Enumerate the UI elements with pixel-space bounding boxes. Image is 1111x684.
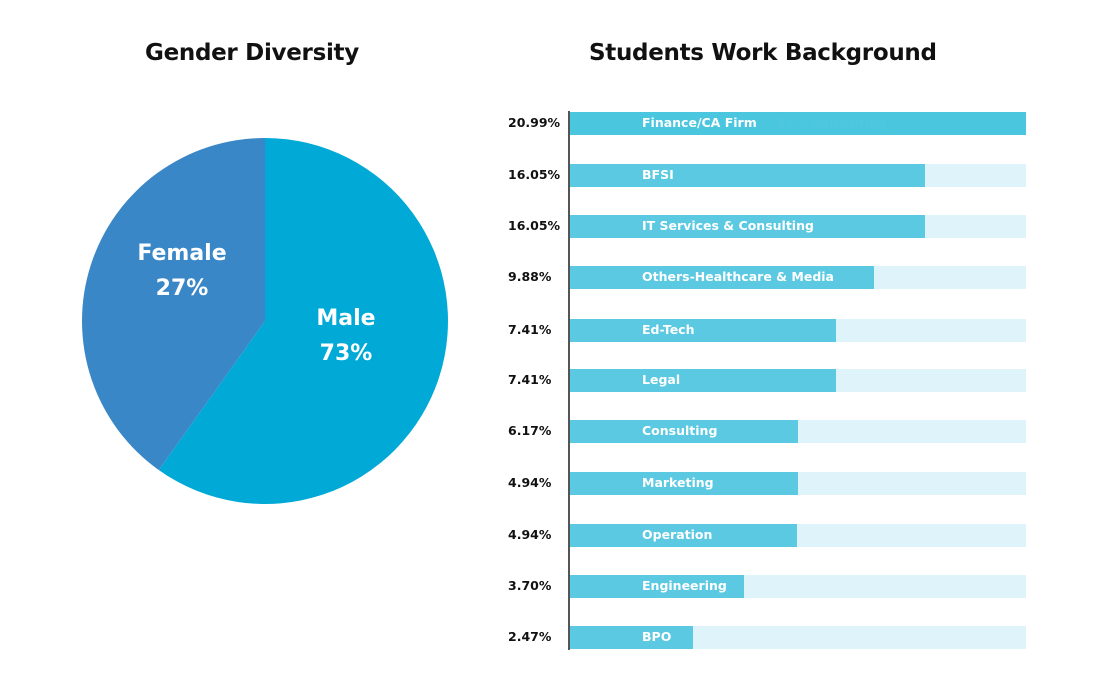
- bar-category-label: Ed-Tech: [642, 322, 695, 337]
- pie-label-female: Female 27%: [102, 236, 262, 306]
- bar-row: 2.47% BPO: [508, 626, 1026, 649]
- bar-category-label: Consulting: [642, 423, 718, 438]
- male-value: 73%: [319, 341, 373, 366]
- bar-category-label: Others-Healthcare & Media: [642, 269, 834, 284]
- bar-category-label: Legal: [642, 372, 681, 387]
- bar-category-label: Finance/CA Firm: [642, 115, 757, 130]
- female-value: 27%: [155, 276, 209, 301]
- bar-row: 7.41% Legal: [508, 369, 1026, 392]
- bar-category-label: BFSI: [642, 167, 674, 182]
- bar-value-label: 4.94%: [508, 527, 552, 542]
- bar-value-label: 3.70%: [508, 578, 552, 593]
- bar: [569, 266, 874, 289]
- bar-value-label: 16.05%: [508, 218, 561, 233]
- bar-row: 20.99% Finance/CA Firm 91% Consulting: [508, 112, 1026, 135]
- pie-label-male: Male 73%: [266, 301, 426, 371]
- bar: [569, 164, 926, 187]
- bar-chart-axis: [568, 111, 570, 650]
- pie-slice-female: [81, 138, 266, 470]
- bar-row: 4.94% Operation: [508, 524, 1026, 547]
- bar-value-label: 4.94%: [508, 475, 552, 490]
- bar-row: 16.05% IT Services & Consulting: [508, 215, 1026, 238]
- bar: [569, 369, 836, 392]
- bar-row: 9.88% Others-Healthcare & Media: [508, 266, 1026, 289]
- bar-value-label: 6.17%: [508, 423, 552, 438]
- bar-category-label: IT Services & Consulting: [642, 218, 814, 233]
- bar-value-label: 20.99%: [508, 115, 561, 130]
- bar-value-label: 16.05%: [508, 167, 561, 182]
- bar: [569, 112, 1026, 135]
- bar-row: 7.41% Ed-Tech: [508, 319, 1026, 342]
- bar-value-label: 7.41%: [508, 322, 552, 337]
- bar-category-label: Operation: [642, 527, 713, 542]
- bar: [569, 215, 926, 238]
- bar: [569, 524, 797, 547]
- bar-row: 3.70% Engineering: [508, 575, 1026, 598]
- male-label: Male: [316, 306, 376, 331]
- bar-chart-title: Students Work Background: [589, 40, 937, 66]
- bar-annotation: 91% Consulting: [777, 115, 887, 130]
- bar-value-label: 2.47%: [508, 629, 552, 644]
- bar-category-label: BPO: [642, 629, 672, 644]
- bar-row: 16.05% BFSI: [508, 164, 1026, 187]
- bar: [569, 420, 798, 443]
- bar: [569, 626, 693, 649]
- gender-pie-chart: [81, 138, 448, 505]
- bar-row: 6.17% Consulting: [508, 420, 1026, 443]
- bar-row: 4.94% Marketing: [508, 472, 1026, 495]
- bar-category-label: Engineering: [642, 578, 727, 593]
- bar-category-label: Marketing: [642, 475, 714, 490]
- bar-value-label: 7.41%: [508, 372, 552, 387]
- bar: [569, 472, 798, 495]
- bar-value-label: 9.88%: [508, 269, 552, 284]
- bar: [569, 575, 745, 598]
- pie-chart-title: Gender Diversity: [145, 40, 359, 66]
- female-label: Female: [137, 241, 227, 266]
- bar: [569, 319, 836, 342]
- pie-slice-male: [158, 138, 448, 505]
